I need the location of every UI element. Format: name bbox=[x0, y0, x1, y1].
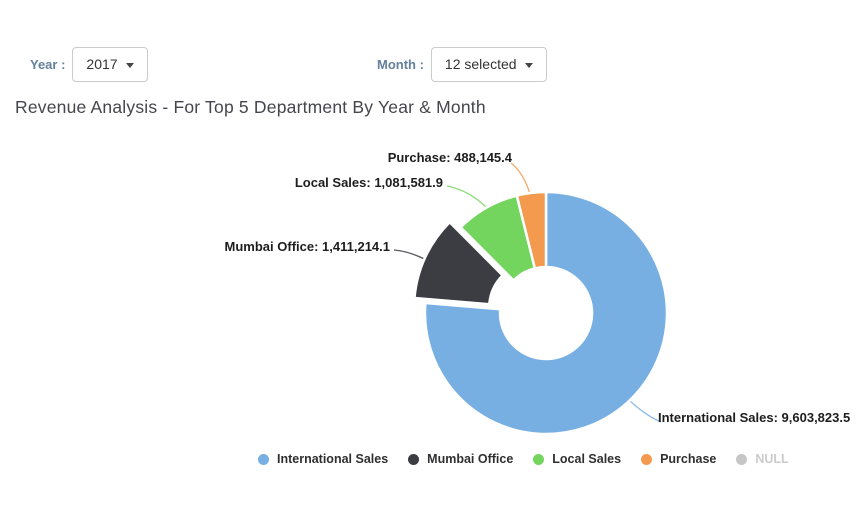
legend-dot-null bbox=[736, 453, 748, 465]
legend-label: Purchase bbox=[660, 452, 717, 466]
caret-down-icon bbox=[524, 62, 533, 68]
data-label-purchase: Purchase: 488,145.4 bbox=[387, 150, 512, 165]
year-dropdown[interactable]: 2017 bbox=[72, 46, 148, 82]
data-label-international-sales: International Sales: 9,603,823.5 bbox=[658, 410, 851, 425]
legend-dot-purchase bbox=[641, 453, 653, 465]
page-title: Revenue Analysis - For Top 5 Department … bbox=[15, 97, 486, 117]
caret-down-icon bbox=[125, 62, 134, 68]
month-dropdown-value: 12 selected bbox=[444, 56, 517, 72]
year-label: Year : bbox=[30, 56, 66, 72]
slice-international-sales[interactable] bbox=[423, 190, 669, 436]
legend-item-mumbai-office[interactable]: Mumbai Office bbox=[408, 452, 513, 466]
data-label-mumbai-office: Mumbai Office: 1,411,214.1 bbox=[224, 239, 390, 254]
leader-line-local-sales bbox=[446, 185, 488, 209]
legend-item-local-sales[interactable]: Local Sales bbox=[533, 452, 621, 466]
legend-label: Local Sales bbox=[552, 452, 622, 466]
slice-mumbai-office[interactable] bbox=[413, 220, 505, 306]
legend-item-international-sales[interactable]: International Sales bbox=[258, 452, 388, 466]
legend-dot-mumbai-office bbox=[408, 453, 420, 465]
year-dropdown-value: 2017 bbox=[86, 56, 118, 72]
data-label-local-sales: Local Sales: 1,081,581.9 bbox=[294, 175, 443, 190]
legend-item-null[interactable]: NULL bbox=[736, 452, 789, 466]
chart-legend: International Sales Mumbai Office Local … bbox=[258, 452, 789, 466]
legend-dot-local-sales bbox=[533, 453, 545, 465]
legend-dot-international-sales bbox=[258, 453, 269, 465]
month-filter: Month : 12 selected bbox=[377, 46, 547, 82]
legend-item-purchase[interactable]: Purchase bbox=[641, 452, 716, 466]
month-dropdown[interactable]: 12 selected bbox=[430, 46, 547, 82]
year-filter: Year : 2017 bbox=[30, 46, 148, 82]
leader-line-purchase bbox=[510, 162, 531, 195]
legend-label: Mumbai Office bbox=[427, 452, 514, 466]
month-label: Month : bbox=[377, 56, 424, 72]
legend-label: International Sales bbox=[277, 452, 389, 466]
legend-label: NULL bbox=[755, 452, 789, 466]
slice-purchase[interactable] bbox=[515, 190, 548, 270]
